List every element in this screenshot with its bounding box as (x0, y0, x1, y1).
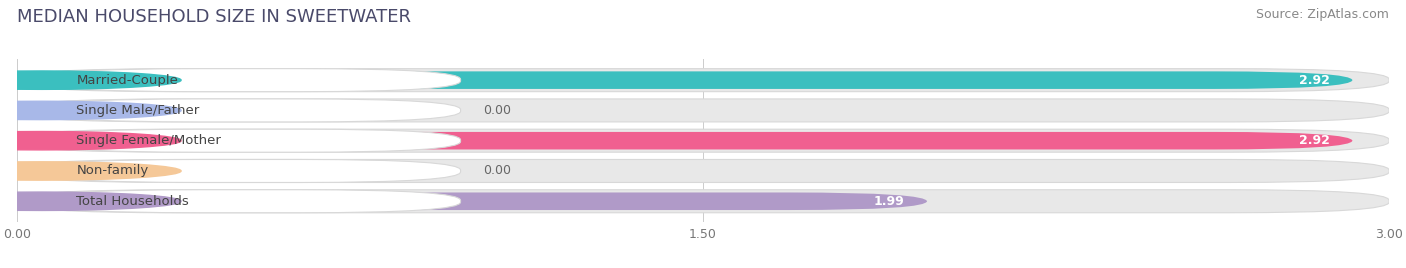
Circle shape (0, 101, 181, 120)
FancyBboxPatch shape (17, 129, 1389, 152)
FancyBboxPatch shape (17, 132, 1353, 150)
Text: Non-family: Non-family (76, 165, 149, 177)
FancyBboxPatch shape (17, 71, 1353, 89)
FancyBboxPatch shape (39, 69, 461, 92)
FancyBboxPatch shape (17, 190, 1389, 213)
Text: 2.92: 2.92 (1299, 74, 1330, 87)
Text: 2.92: 2.92 (1299, 134, 1330, 147)
FancyBboxPatch shape (39, 129, 461, 152)
Circle shape (0, 71, 181, 89)
FancyBboxPatch shape (17, 192, 927, 210)
Circle shape (0, 132, 181, 150)
Text: MEDIAN HOUSEHOLD SIZE IN SWEETWATER: MEDIAN HOUSEHOLD SIZE IN SWEETWATER (17, 8, 411, 26)
Text: Source: ZipAtlas.com: Source: ZipAtlas.com (1256, 8, 1389, 21)
FancyBboxPatch shape (17, 99, 1389, 122)
Circle shape (0, 192, 181, 210)
FancyBboxPatch shape (39, 190, 461, 213)
Text: Total Households: Total Households (76, 195, 188, 208)
Text: Married-Couple: Married-Couple (76, 74, 179, 87)
FancyBboxPatch shape (17, 159, 1389, 183)
Text: Single Female/Mother: Single Female/Mother (76, 134, 221, 147)
FancyBboxPatch shape (39, 99, 461, 122)
Text: 0.00: 0.00 (484, 165, 512, 177)
FancyBboxPatch shape (17, 69, 1389, 92)
FancyBboxPatch shape (39, 159, 461, 183)
Circle shape (0, 162, 181, 180)
Text: 0.00: 0.00 (484, 104, 512, 117)
Text: Single Male/Father: Single Male/Father (76, 104, 200, 117)
Text: 1.99: 1.99 (873, 195, 904, 208)
